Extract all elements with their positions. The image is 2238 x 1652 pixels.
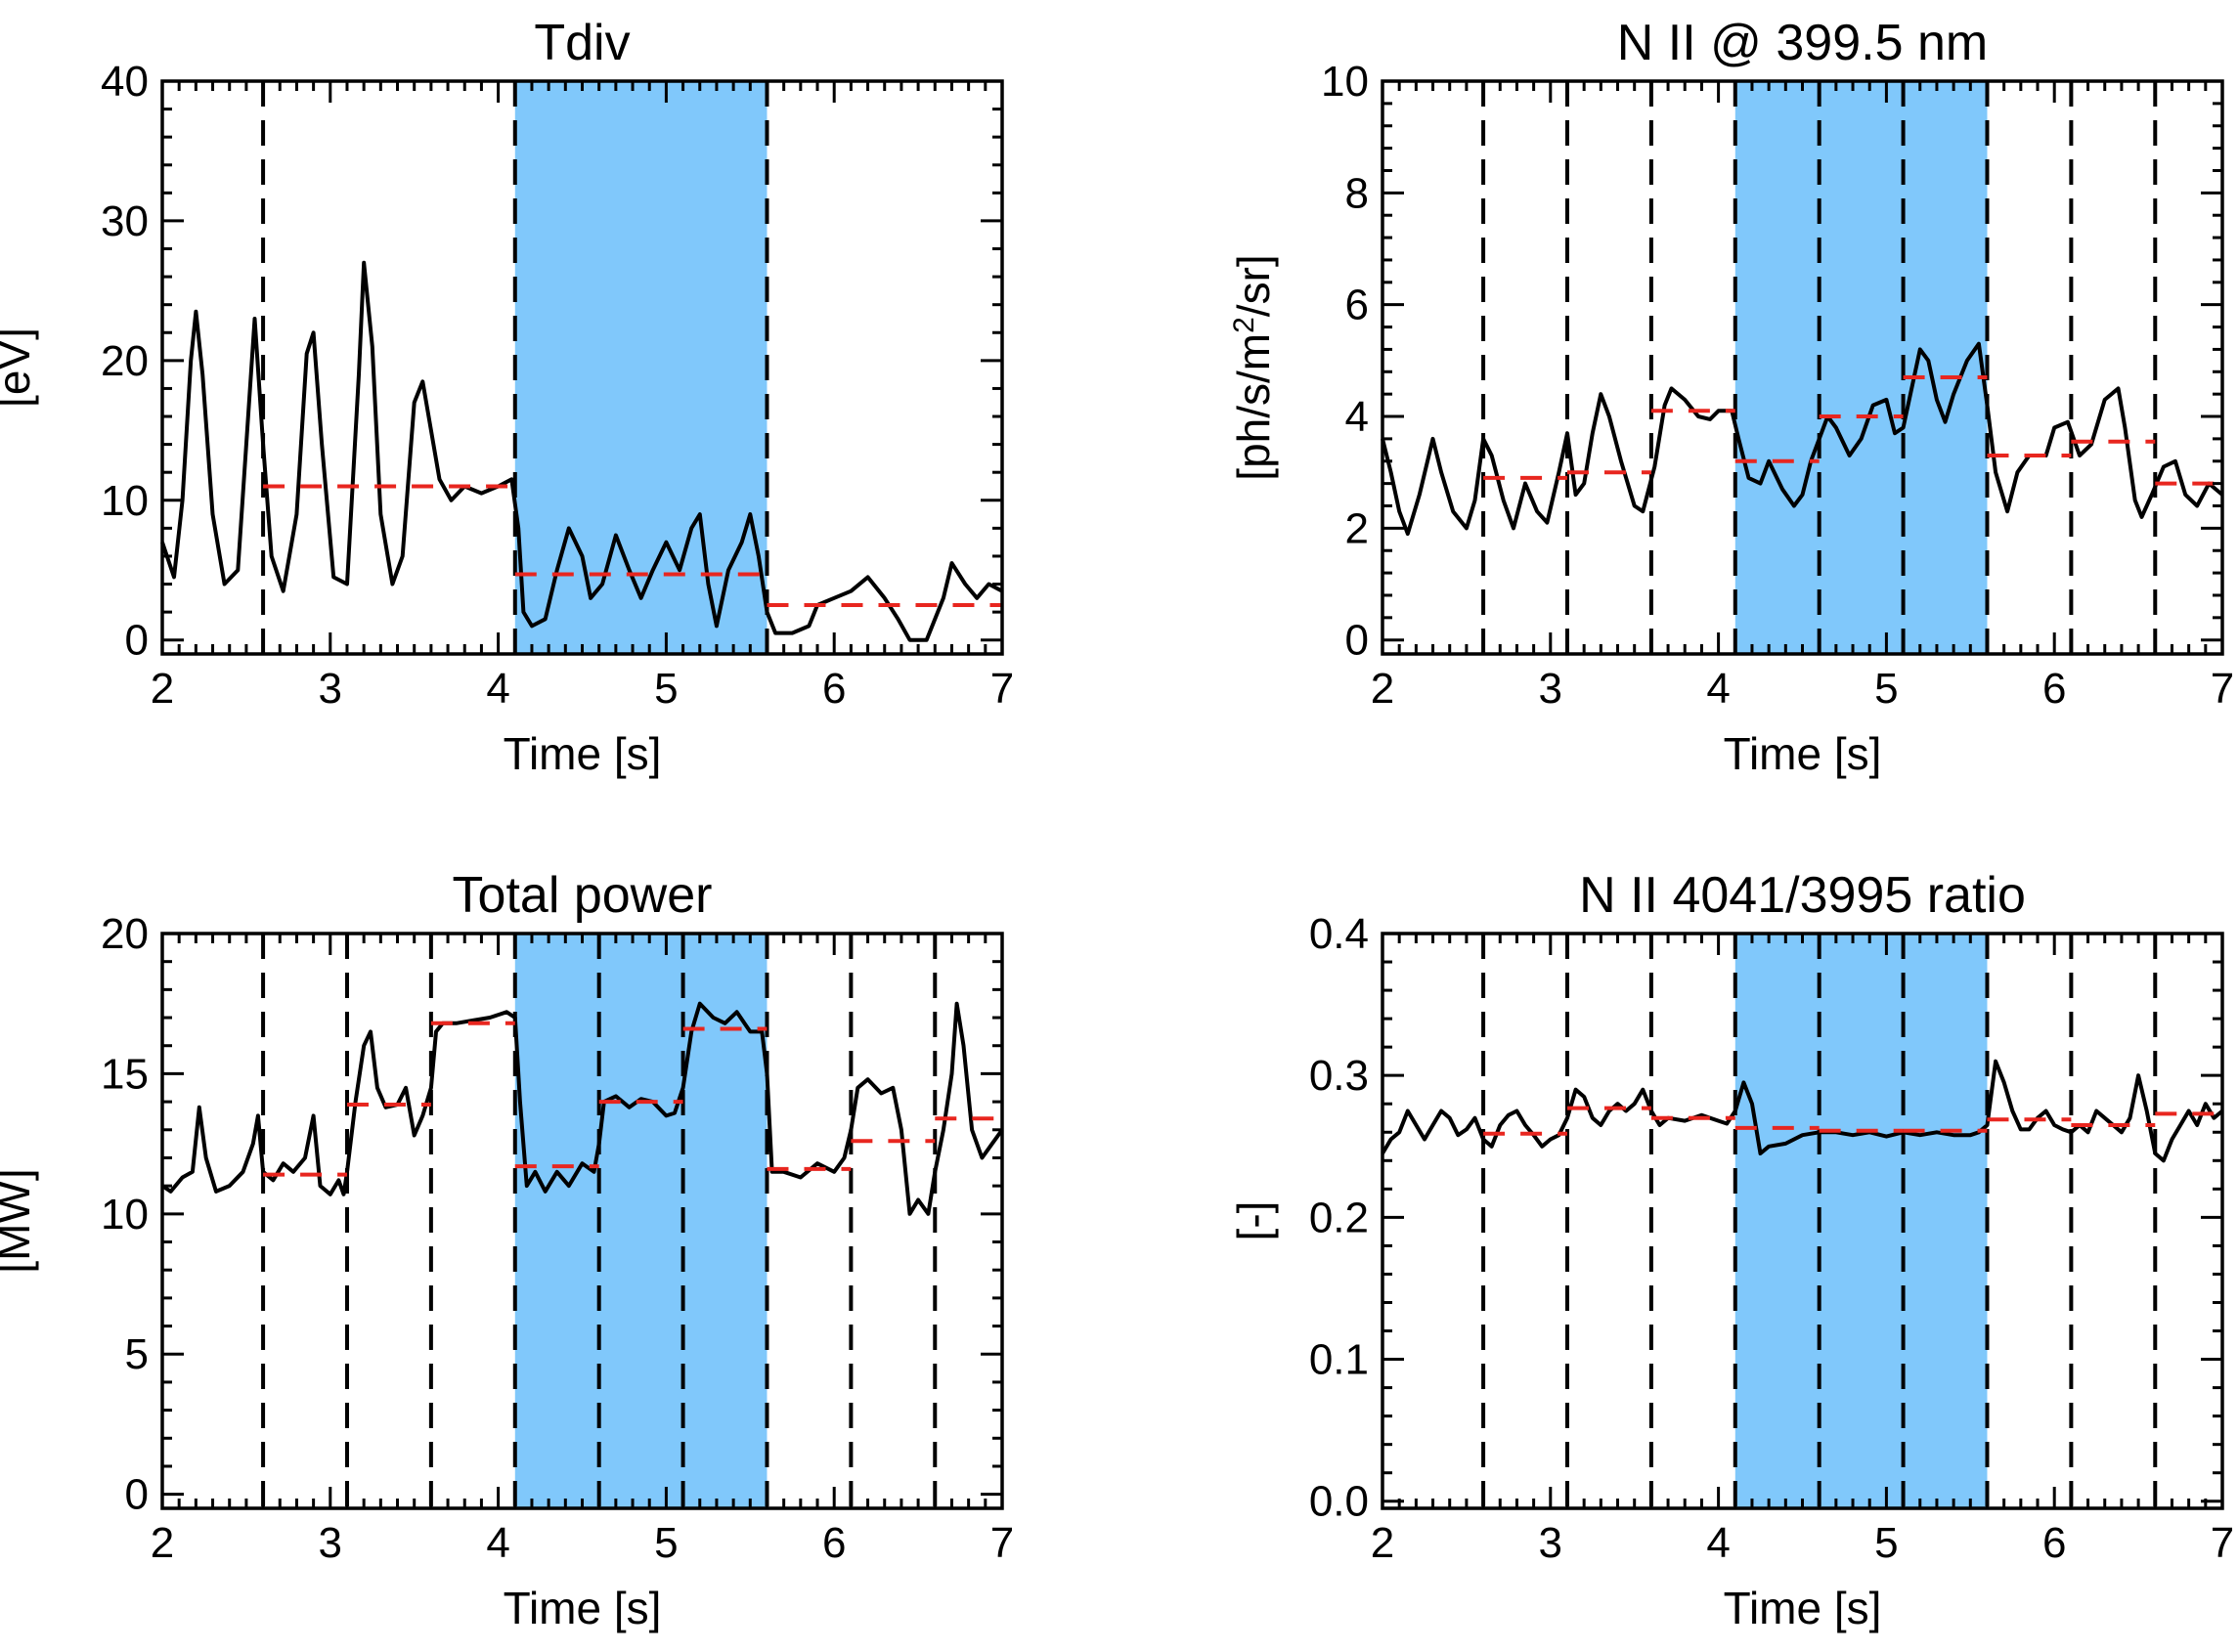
- chart-title: N II @ 399.5 nm: [1617, 15, 1988, 71]
- y-tick-label: 10: [1321, 58, 1369, 106]
- x-tick-label: 2: [1371, 1519, 1394, 1567]
- y-tick-label: 20: [101, 910, 149, 958]
- y-tick-label: 0: [125, 617, 149, 665]
- x-tick-label: 7: [990, 665, 1014, 713]
- chart-title: Total power: [453, 867, 713, 924]
- shaded-interval: [514, 81, 768, 654]
- y-tick-label: 6: [1345, 282, 1369, 329]
- x-tick-label: 6: [822, 665, 846, 713]
- x-tick-label: 3: [1539, 665, 1562, 713]
- x-axis-label: Time [s]: [504, 1583, 662, 1633]
- x-tick-label: 7: [2211, 665, 2234, 713]
- x-axis-label: Time [s]: [1724, 728, 1882, 779]
- panel-n-ii-ratio: 2 3 4 5 6 7 0.0 0.1 0.2 0.3 0.4 N II 4041/3995 rati…: [1228, 867, 2234, 1633]
- x-tick-label: 6: [2042, 1519, 2066, 1567]
- y-tick-label: 0.4: [1309, 910, 1369, 958]
- x-tick-label: 5: [1874, 1519, 1898, 1567]
- x-tick-label: 5: [654, 1519, 678, 1567]
- x-tick-label: 4: [1706, 1519, 1730, 1567]
- x-tick-label: 3: [319, 665, 342, 713]
- x-tick-label: 4: [486, 1519, 509, 1567]
- x-tick-label: 3: [1539, 1519, 1562, 1567]
- y-axis-label-superscript: 2: [1228, 317, 1260, 333]
- y-tick-label: 0: [1345, 617, 1369, 665]
- y-axis-label-tail: /sr]: [1228, 254, 1279, 317]
- x-tick-label: 2: [151, 1519, 174, 1567]
- y-tick-label: 5: [125, 1330, 149, 1378]
- y-tick-label: 0: [125, 1471, 149, 1519]
- x-axis-label: Time [s]: [504, 728, 662, 779]
- x-tick-label: 4: [1706, 665, 1730, 713]
- y-tick-label: 0.1: [1309, 1336, 1369, 1384]
- y-tick-label: 0.0: [1309, 1478, 1369, 1526]
- y-tick-label: 0.3: [1309, 1052, 1369, 1100]
- y-axis-label-main: [-]: [1228, 1201, 1279, 1241]
- x-tick-label: 3: [319, 1519, 342, 1567]
- y-tick-label: 30: [101, 197, 149, 245]
- y-tick-label: 15: [101, 1050, 149, 1098]
- y-tick-label: 8: [1345, 169, 1369, 217]
- y-axis-label: [MW]: [0, 1168, 39, 1273]
- y-tick-label: 40: [101, 58, 149, 106]
- x-tick-label: 4: [486, 665, 509, 713]
- x-tick-label: 6: [822, 1519, 846, 1567]
- y-axis-label: [eV]: [0, 327, 39, 408]
- chart-title: Tdiv: [534, 15, 630, 71]
- x-tick-label: 6: [2042, 665, 2066, 713]
- y-tick-label: 10: [101, 477, 149, 525]
- y-axis-label: [-]: [1228, 1201, 1279, 1241]
- series-line: [1381, 1059, 2224, 1163]
- panel-tdiv: 2 3 4 5 6 7 0 10 20 30 40 Tdiv Time [s] [eV]: [0, 15, 1014, 779]
- x-tick-label: 2: [1371, 665, 1394, 713]
- y-tick-label: 4: [1345, 393, 1369, 441]
- y-axis-label-main: [MW]: [0, 1168, 39, 1273]
- x-tick-label: 5: [1874, 665, 1898, 713]
- chart-title: N II 4041/3995 ratio: [1579, 867, 2026, 924]
- x-tick-label: 7: [990, 1519, 1014, 1567]
- shaded-interval: [1734, 934, 1988, 1508]
- x-tick-label: 2: [151, 665, 174, 713]
- shaded-interval: [1734, 81, 1988, 654]
- series-line: [160, 1001, 1004, 1216]
- x-tick-label: 7: [2211, 1519, 2234, 1567]
- y-axis-label: [ph/s/m2/sr]: [1228, 254, 1280, 480]
- series-line: [160, 260, 1003, 642]
- panel-total-power: 2 3 4 5 6 7 0 5 10 15 20 Total power Time [s] [MW]: [0, 867, 1014, 1633]
- y-tick-label: 0.2: [1309, 1194, 1369, 1241]
- y-axis-label-main: [ph/s/m: [1228, 333, 1279, 481]
- x-axis-label: Time [s]: [1724, 1583, 1882, 1633]
- y-tick-label: 10: [101, 1191, 149, 1239]
- x-tick-label: 5: [654, 665, 678, 713]
- series-line: [1381, 341, 2224, 537]
- y-tick-label: 20: [101, 337, 149, 385]
- y-axis-label-main: [eV]: [0, 327, 39, 408]
- y-tick-label: 2: [1345, 504, 1369, 552]
